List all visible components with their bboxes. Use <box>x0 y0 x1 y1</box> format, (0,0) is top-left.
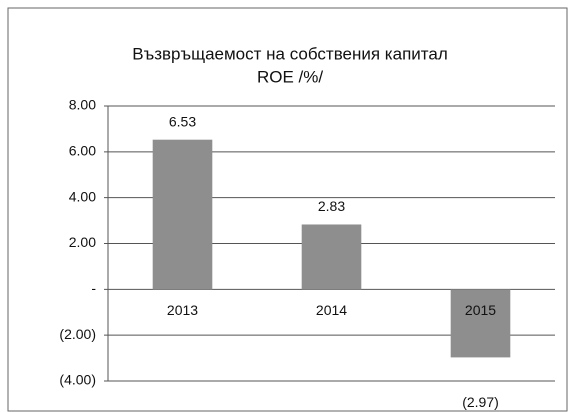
bar <box>152 139 213 290</box>
data-label: 6.53 <box>169 113 196 129</box>
chart-title: ROE /%/ <box>257 67 323 86</box>
bar <box>301 224 362 290</box>
x-tick-label: 2015 <box>465 302 496 318</box>
chart-title: Възвръщаемост на собствения капитал <box>132 44 448 63</box>
y-tick-label: (2.00) <box>59 326 96 342</box>
data-label: (2.97) <box>462 394 499 410</box>
y-tick-label: 4.00 <box>69 188 96 204</box>
data-label: 2.83 <box>318 198 345 214</box>
x-tick-label: 2013 <box>167 302 198 318</box>
bar <box>450 289 511 358</box>
y-tick-label: 6.00 <box>69 143 96 159</box>
y-tick-label: 8.00 <box>69 97 96 113</box>
y-tick-label: - <box>91 280 96 296</box>
x-tick-label: 2014 <box>316 302 347 318</box>
y-tick-label: (4.00) <box>59 372 96 388</box>
y-tick-label: 2.00 <box>69 234 96 250</box>
